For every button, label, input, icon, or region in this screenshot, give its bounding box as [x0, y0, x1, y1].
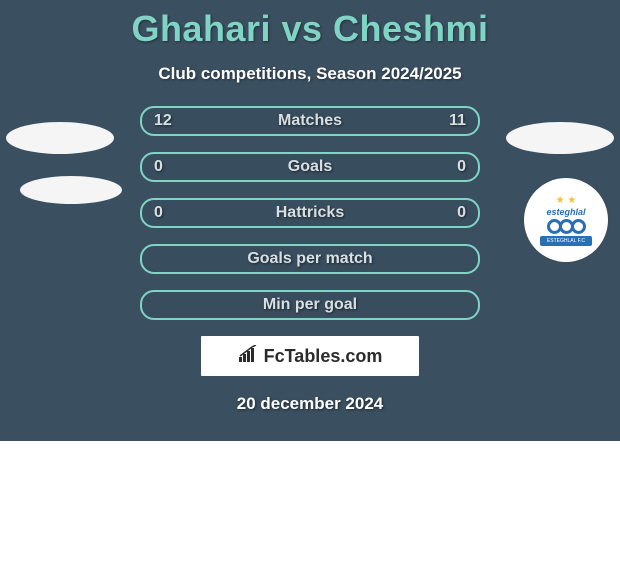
page-title: Ghahari vs Cheshmi: [0, 0, 620, 50]
stat-label: Goals: [288, 158, 332, 176]
stat-row: Goals per match: [140, 244, 480, 274]
stat-left-value: 12: [154, 112, 172, 130]
stat-label: Matches: [278, 112, 342, 130]
stats-container: 12 Matches 11 0 Goals 0 0 Hattricks 0 Go…: [140, 106, 480, 320]
stat-label: Goals per match: [247, 250, 372, 268]
chart-icon: [238, 345, 260, 368]
stat-label: Hattricks: [276, 204, 344, 222]
stat-right-value: 11: [449, 112, 466, 130]
badge-rings-icon: [547, 219, 586, 234]
stat-right-value: 0: [457, 158, 466, 176]
club-badge: ★ ★ esteghlal ESTEGHLAL F.C: [524, 178, 608, 262]
brand-text: FcTables.com: [264, 346, 383, 367]
brand-badge[interactable]: FcTables.com: [201, 336, 419, 376]
stat-row: Min per goal: [140, 290, 480, 320]
badge-ribbon: ESTEGHLAL F.C: [540, 236, 592, 246]
stat-right-value: 0: [457, 204, 466, 222]
subtitle: Club competitions, Season 2024/2025: [0, 64, 620, 84]
player-right-ellipse-1: [506, 122, 614, 154]
player-left-ellipse-2: [20, 176, 122, 204]
stat-row: 12 Matches 11: [140, 106, 480, 136]
badge-stars-icon: ★ ★: [556, 195, 577, 206]
stat-row: 0 Goals 0: [140, 152, 480, 182]
stat-left-value: 0: [154, 204, 163, 222]
badge-script: esteghlal: [546, 207, 585, 217]
player-left-ellipse-1: [6, 122, 114, 154]
date-label: 20 december 2024: [0, 394, 620, 414]
stat-label: Min per goal: [263, 296, 357, 314]
stat-row: 0 Hattricks 0: [140, 198, 480, 228]
stat-left-value: 0: [154, 158, 163, 176]
